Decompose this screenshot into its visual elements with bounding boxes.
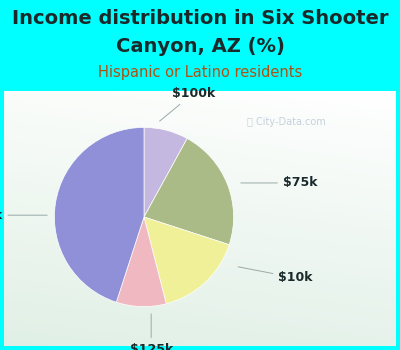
Text: $125k: $125k [130, 314, 173, 350]
Wedge shape [54, 127, 144, 302]
Text: $75k: $75k [241, 176, 317, 189]
Text: ⓘ City-Data.com: ⓘ City-Data.com [247, 117, 326, 127]
Text: Canyon, AZ (%): Canyon, AZ (%) [116, 37, 284, 56]
Text: Hispanic or Latino residents: Hispanic or Latino residents [98, 65, 302, 80]
Wedge shape [144, 217, 229, 304]
Text: $100k: $100k [160, 87, 215, 121]
Text: $10k: $10k [238, 267, 313, 285]
Wedge shape [116, 217, 166, 307]
Text: Income distribution in Six Shooter: Income distribution in Six Shooter [12, 9, 388, 28]
Wedge shape [144, 127, 187, 217]
Wedge shape [144, 139, 234, 245]
Text: $200k: $200k [0, 209, 47, 222]
